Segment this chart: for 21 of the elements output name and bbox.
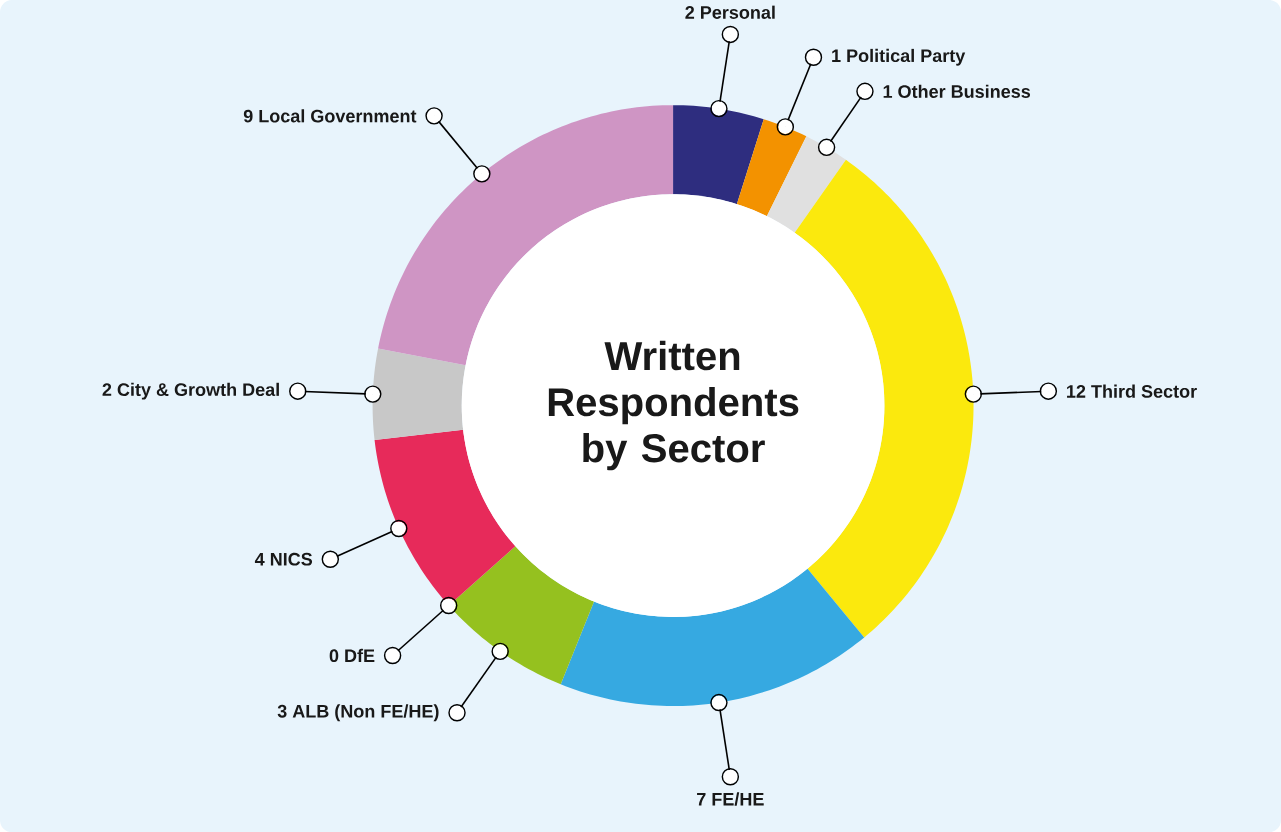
data-label: 2 xyxy=(102,383,112,396)
slice-label: ALB (Non FE/HE) xyxy=(292,704,439,722)
data-label: 7 xyxy=(697,792,706,806)
data-label: 4 xyxy=(254,552,265,566)
slice-label: Other Business xyxy=(898,84,1031,98)
slice-label: Third Sector xyxy=(1091,384,1197,398)
slice-label: Local Government xyxy=(259,109,417,123)
data-label: 1 xyxy=(832,49,841,62)
slice-label: Personal xyxy=(701,5,775,19)
slice-label: Political Party xyxy=(847,48,966,66)
data-label: 9 xyxy=(243,109,253,123)
slice-label: FE/HE xyxy=(712,792,764,806)
data-label: 3 xyxy=(277,704,287,718)
data-label: 12 xyxy=(1067,384,1086,398)
data-label: 1 xyxy=(883,85,893,98)
slice-label: City & Growth Deal xyxy=(117,382,279,400)
slice-label: NICS xyxy=(270,552,313,566)
data-label: 2 xyxy=(685,5,695,19)
legend-label: DfE xyxy=(345,648,375,662)
text: Written Respondents by Sector xyxy=(548,340,799,471)
text: 0 xyxy=(329,649,339,662)
